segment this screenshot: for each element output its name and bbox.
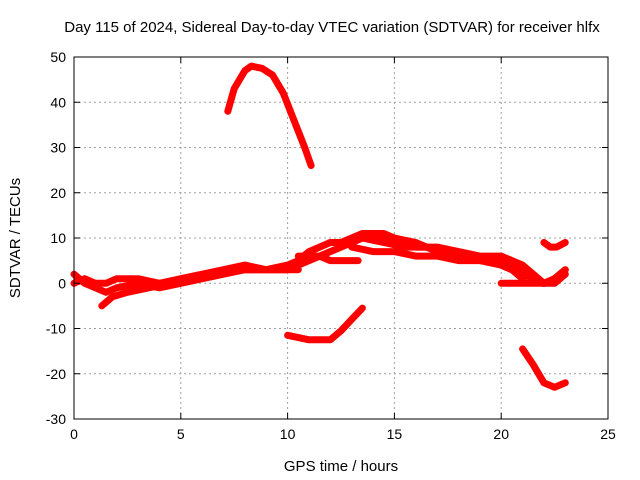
x-tick-label: 20 — [493, 426, 509, 442]
series-arc-high — [224, 62, 315, 170]
y-tick-label: 50 — [50, 49, 66, 65]
y-tick-label: 40 — [50, 94, 66, 110]
y-axis-ticks: -30 -20 -10 0 10 20 30 40 50 — [46, 49, 608, 427]
series-arc-late-b — [358, 234, 548, 287]
x-tick-label: 10 — [280, 426, 296, 442]
x-tick-label: 5 — [177, 426, 185, 442]
series-arc-tail — [497, 266, 569, 287]
series-arc-small-late — [540, 239, 569, 251]
x-axis-label: GPS time / hours — [284, 458, 398, 475]
y-tick-label: -20 — [46, 366, 66, 382]
series-arc-main-c — [98, 266, 302, 310]
y-tick-label: 0 — [58, 275, 66, 291]
data-series — [70, 62, 569, 391]
chart-title: Day 115 of 2024, Sidereal Day-to-day VTE… — [64, 19, 600, 36]
x-axis-ticks: 0 5 10 15 20 25 — [70, 57, 616, 442]
x-tick-label: 0 — [70, 426, 78, 442]
series-arc-main-b — [70, 230, 569, 287]
y-axis-label: SDTVAR / TECUs — [7, 178, 24, 298]
y-tick-label: 10 — [50, 230, 66, 246]
series-arc-low-late — [519, 345, 569, 391]
series-arc-short — [294, 252, 362, 265]
x-tick-label: 15 — [387, 426, 403, 442]
y-tick-label: -30 — [46, 411, 66, 427]
x-tick-label: 25 — [600, 426, 616, 442]
y-tick-label: -10 — [46, 321, 66, 337]
y-tick-label: 20 — [50, 185, 66, 201]
grid-lines — [74, 57, 608, 419]
series-arc-low-mid — [284, 304, 366, 344]
y-tick-label: 30 — [50, 140, 66, 156]
